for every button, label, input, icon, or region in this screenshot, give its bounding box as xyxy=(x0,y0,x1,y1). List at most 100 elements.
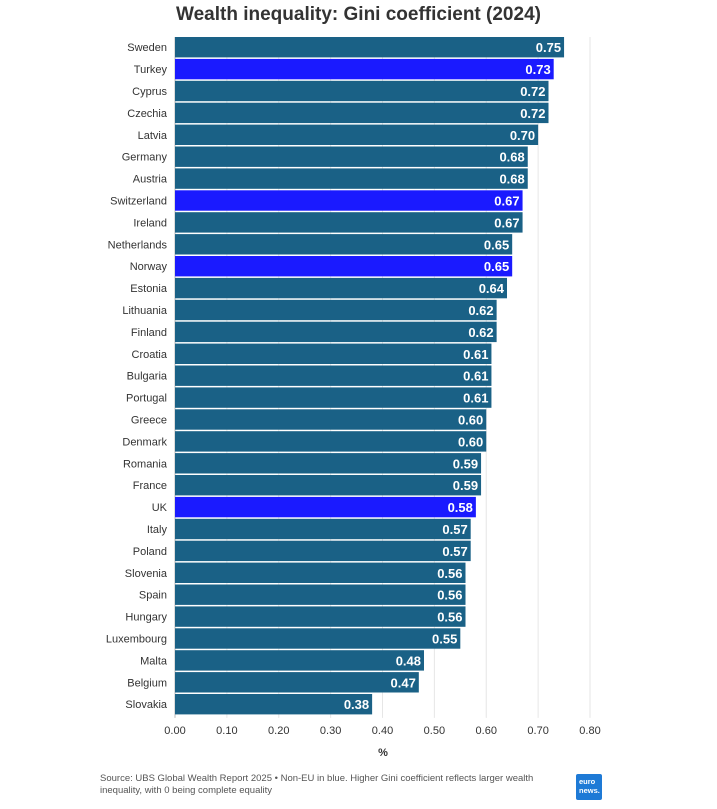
value-labels: 0.75 0.73 0.72 0.72 0.70 0.68 0.68 0.67 0.67 0.65… xyxy=(344,40,561,712)
data-label: 0.70 xyxy=(510,128,535,143)
bar-slovenia xyxy=(175,562,466,583)
category-label: Malta xyxy=(140,655,168,667)
category-label: Turkey xyxy=(134,64,168,76)
category-label: Slovenia xyxy=(125,568,168,580)
data-label: 0.75 xyxy=(536,40,561,55)
data-label: 0.65 xyxy=(484,237,509,252)
data-label: 0.60 xyxy=(458,434,483,449)
x-tick-label: 0.70 xyxy=(527,725,548,737)
category-label: Portugal xyxy=(126,393,167,405)
category-label: Italy xyxy=(147,524,168,536)
category-label: Greece xyxy=(131,415,167,427)
data-label: 0.67 xyxy=(494,194,519,209)
data-label: 0.73 xyxy=(525,62,550,77)
category-label: Luxembourg xyxy=(106,634,167,646)
category-label: Poland xyxy=(133,546,167,558)
category-label: Switzerland xyxy=(110,196,167,208)
category-labels: Sweden Turkey Cyprus Czechia Latvia Germany Au… xyxy=(106,42,168,711)
data-label: 0.58 xyxy=(448,500,473,515)
data-label: 0.57 xyxy=(442,522,467,537)
bar-uk xyxy=(175,496,476,518)
data-label: 0.61 xyxy=(463,369,488,384)
x-tick-label: 0.80 xyxy=(579,725,600,737)
category-label: Croatia xyxy=(132,349,168,361)
logo-text-line1: euro xyxy=(579,777,596,786)
bar-chart: Sweden Turkey Cyprus Czechia Latvia Germany Au… xyxy=(106,37,601,759)
bar-ireland xyxy=(175,212,523,233)
category-label: UK xyxy=(152,502,168,514)
data-label: 0.59 xyxy=(453,456,478,471)
bar-bulgaria xyxy=(175,365,492,386)
x-tick-label: 0.40 xyxy=(372,725,393,737)
category-label: Ireland xyxy=(133,217,167,229)
bar-portugal xyxy=(175,387,492,408)
bar-greece xyxy=(175,409,487,430)
data-label: 0.38 xyxy=(344,697,369,712)
bar-switzerland xyxy=(175,190,523,211)
bar-estonia xyxy=(175,277,507,299)
category-label: Belgium xyxy=(127,677,167,689)
bar-germany xyxy=(175,146,528,167)
category-label: Austria xyxy=(133,174,168,186)
category-label: Cyprus xyxy=(132,86,167,98)
category-label: Germany xyxy=(122,152,168,164)
bar-spain xyxy=(175,584,466,605)
x-tick-label: 0.20 xyxy=(268,725,289,737)
data-label: 0.56 xyxy=(437,610,462,625)
x-tick-label: 0.00 xyxy=(164,725,185,737)
x-tick-label: 0.10 xyxy=(216,725,237,737)
bar-denmark xyxy=(175,431,487,452)
data-label: 0.62 xyxy=(468,325,493,340)
data-label: 0.57 xyxy=(442,544,467,559)
data-label: 0.60 xyxy=(458,413,483,428)
bar-poland xyxy=(175,540,471,562)
data-label: 0.68 xyxy=(499,150,524,165)
data-label: 0.72 xyxy=(520,84,545,99)
bar-finland xyxy=(175,321,497,343)
bar-netherlands xyxy=(175,234,513,255)
data-label: 0.47 xyxy=(391,675,416,690)
bar-hungary xyxy=(175,606,466,627)
category-label: Lithuania xyxy=(122,305,168,317)
bar-latvia xyxy=(175,124,539,145)
category-label: Denmark xyxy=(122,436,167,448)
category-label: Slovakia xyxy=(125,699,167,711)
bar-cyprus xyxy=(175,80,549,102)
category-label: Estonia xyxy=(130,283,168,295)
category-label: Sweden xyxy=(127,42,167,54)
bar-austria xyxy=(175,168,528,189)
bar-slovakia xyxy=(175,694,373,715)
bar-norway xyxy=(175,256,513,277)
category-label: Spain xyxy=(139,590,167,602)
category-label: Czechia xyxy=(127,108,168,120)
data-label: 0.61 xyxy=(463,391,488,406)
bar-italy xyxy=(175,518,471,540)
chart-title: Wealth inequality: Gini coefficient (202… xyxy=(176,4,541,25)
data-label: 0.65 xyxy=(484,259,509,274)
category-label: Hungary xyxy=(125,612,167,624)
data-label: 0.56 xyxy=(437,566,462,581)
x-axis-ticks: 0.00 0.10 0.20 0.30 0.40 0.50 0.60 0.70 0.80 xyxy=(164,725,600,737)
data-label: 0.59 xyxy=(453,478,478,493)
data-label: 0.72 xyxy=(520,106,545,121)
category-label: Romania xyxy=(123,458,168,470)
bar-france xyxy=(175,475,482,496)
data-label: 0.68 xyxy=(499,172,524,187)
data-label: 0.67 xyxy=(494,215,519,230)
bar-luxembourg xyxy=(175,628,461,649)
x-tick-label: 0.60 xyxy=(476,725,497,737)
category-label: Finland xyxy=(131,327,167,339)
bar-lithuania xyxy=(175,299,497,321)
bars xyxy=(175,37,565,715)
logo-text-line2: news. xyxy=(579,786,600,795)
euronews-logo: euro news. xyxy=(576,774,602,800)
category-label: Latvia xyxy=(138,130,168,142)
x-tick-label: 0.50 xyxy=(424,725,445,737)
data-label: 0.56 xyxy=(437,588,462,603)
bar-sweden xyxy=(175,37,565,58)
x-axis-label: % xyxy=(378,747,388,759)
footer-note: Source: UBS Global Wealth Report 2025 • … xyxy=(100,773,534,796)
data-label: 0.55 xyxy=(432,632,457,647)
category-label: France xyxy=(133,480,167,492)
category-label: Norway xyxy=(130,261,168,273)
